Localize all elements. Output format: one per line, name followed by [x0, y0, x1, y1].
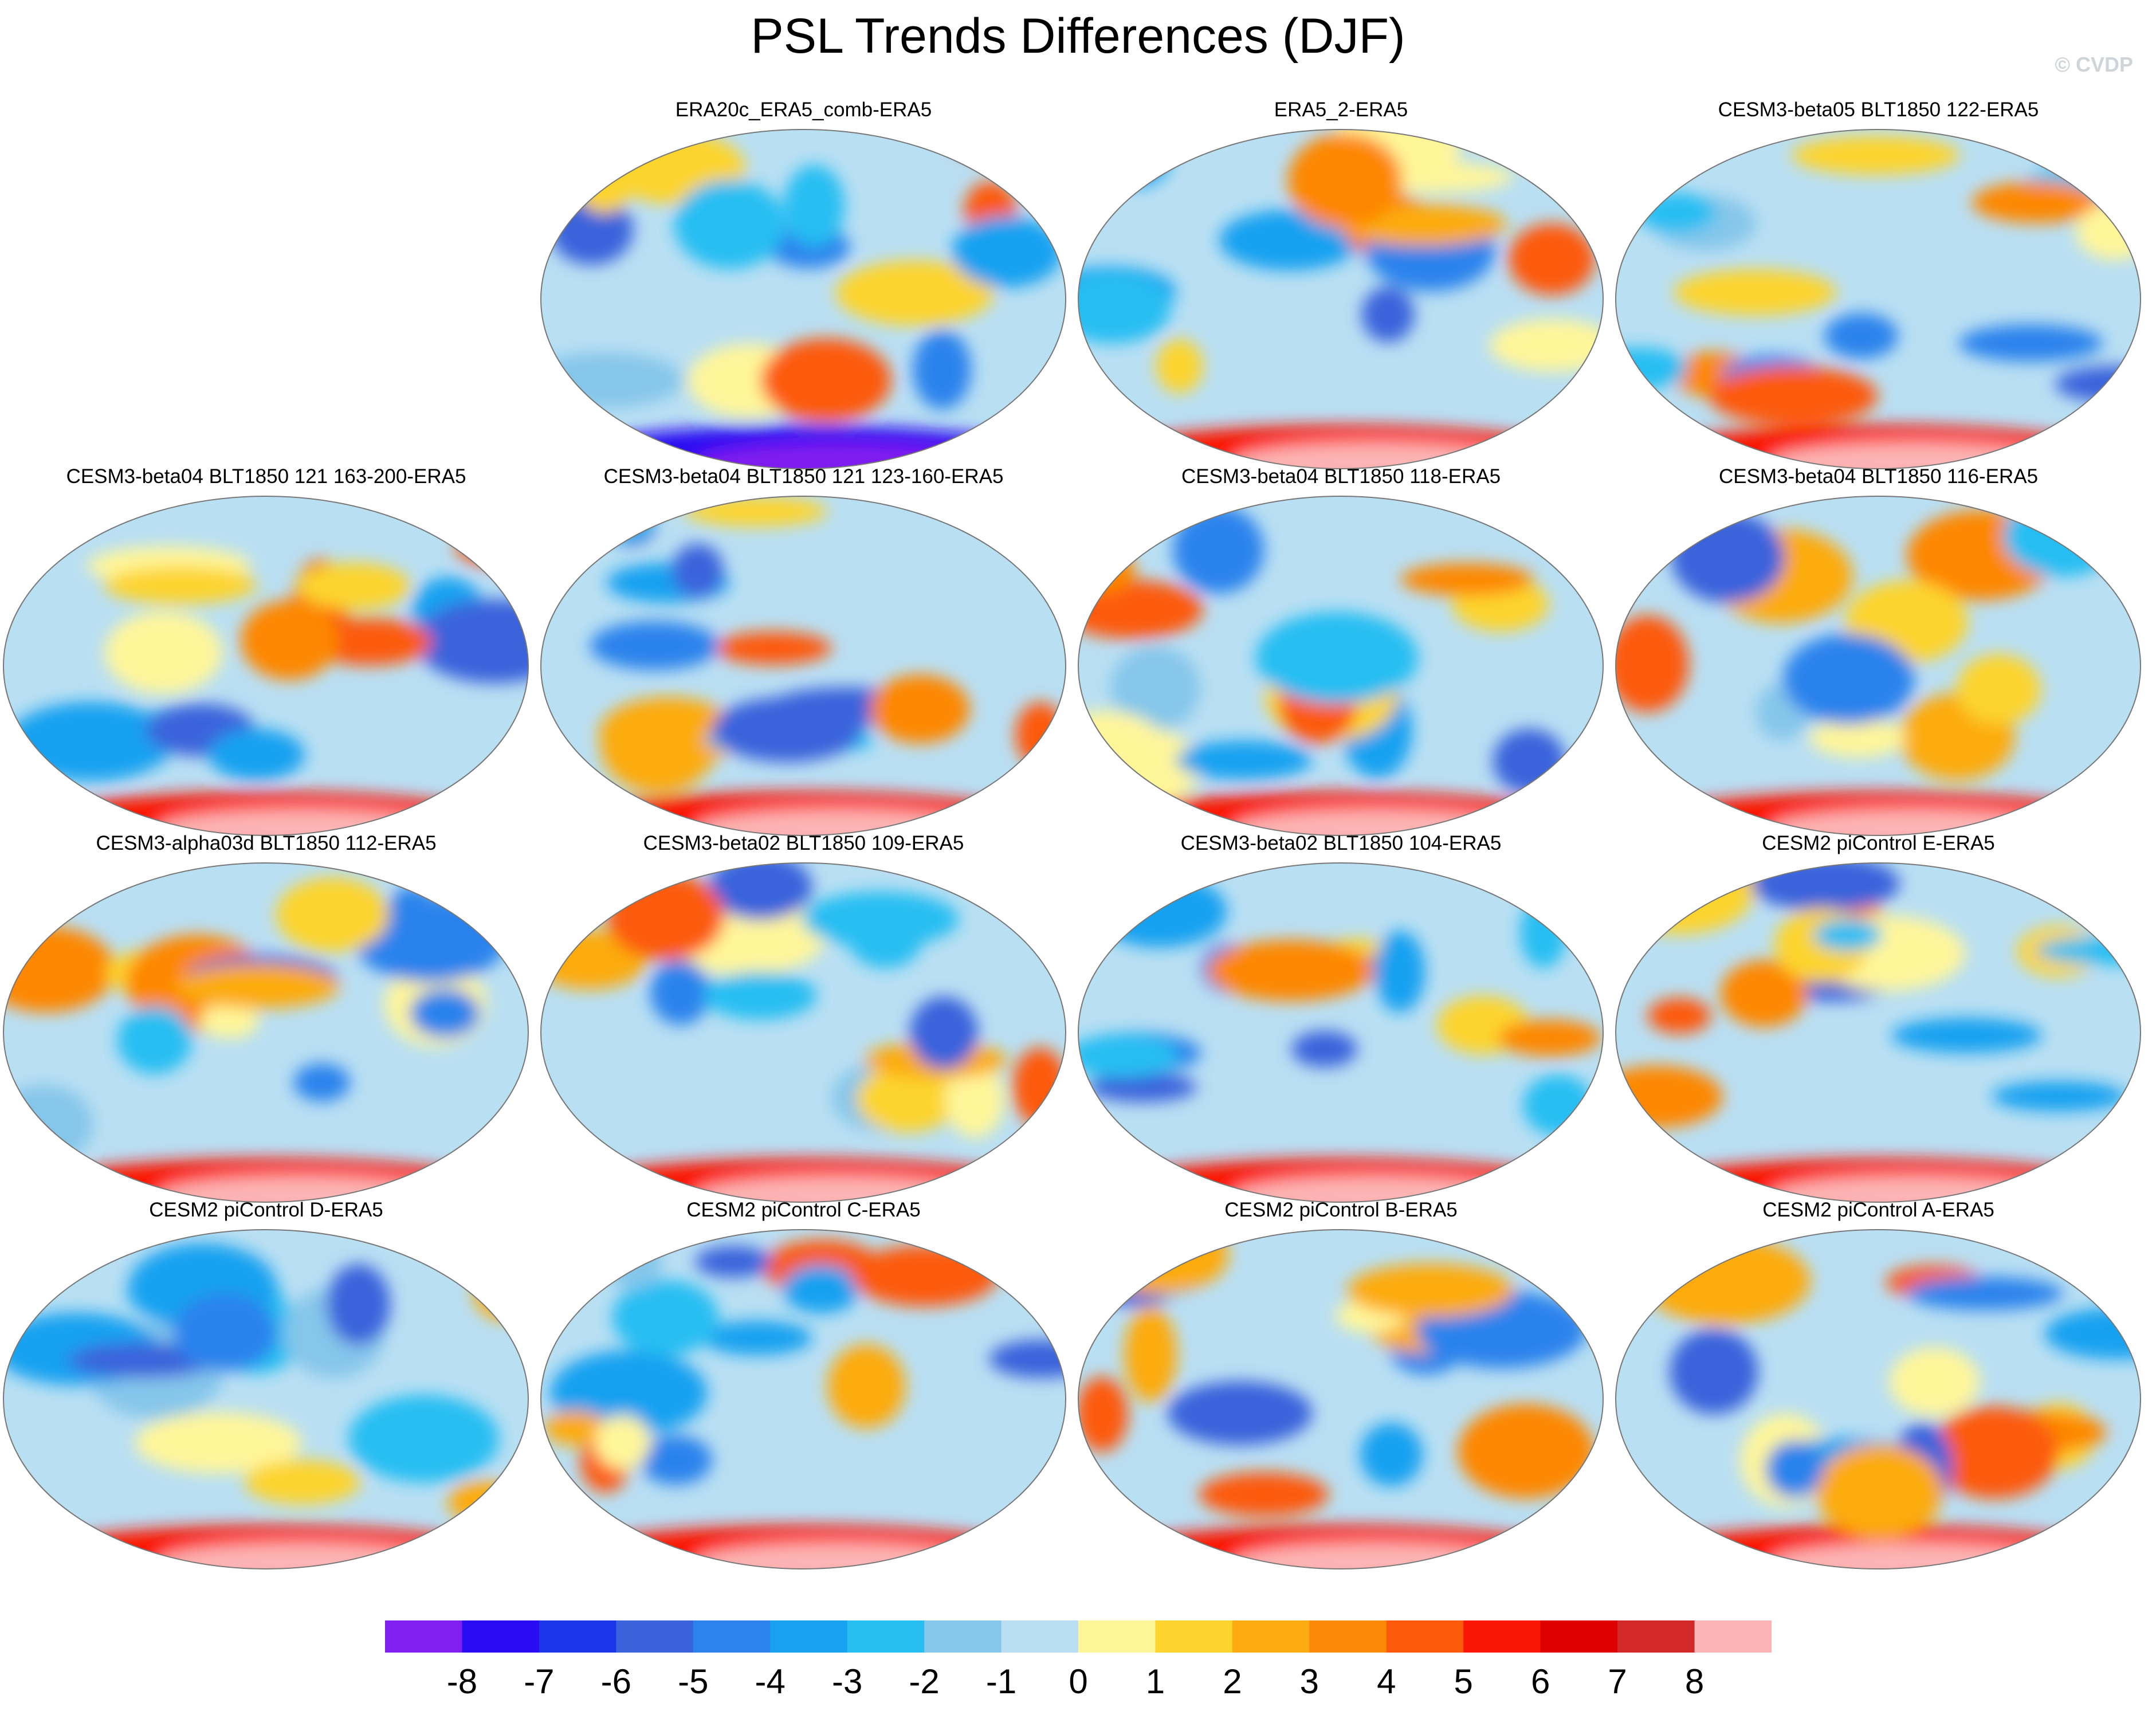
map-plot: [1615, 129, 2141, 469]
colorbar-tick-label: -5: [678, 1662, 709, 1701]
colorbar-tick-label: -8: [446, 1662, 478, 1701]
colorbar-box: [1078, 1620, 1156, 1653]
panel-title: CESM3-beta02 BLT1850 109-ERA5: [643, 832, 964, 854]
colorbar-box: [1001, 1620, 1079, 1653]
map-panel: CESM3-beta05 BLT1850 122-ERA5: [1613, 99, 2143, 477]
colorbar: [385, 1620, 1772, 1653]
colorbar-tick-label: 0: [1069, 1662, 1088, 1701]
map-plot: [540, 129, 1066, 469]
map-panel: CESM3-beta04 BLT1850 121 163-200-ERA5: [1, 465, 531, 843]
map-panel: CESM2 piControl D-ERA5: [1, 1199, 531, 1577]
panel-title: CESM3-alpha03d BLT1850 112-ERA5: [96, 832, 437, 854]
panel-title: CESM3-beta04 BLT1850 121 123-160-ERA5: [603, 465, 1004, 488]
panel-title: CESM3-beta02 BLT1850 104-ERA5: [1180, 832, 1502, 854]
panel-title: CESM2 piControl D-ERA5: [149, 1199, 383, 1221]
colorbar-tick-label: -6: [600, 1662, 632, 1701]
colorbar-tick-label: 7: [1608, 1662, 1627, 1701]
colorbar-tick-label: 6: [1530, 1662, 1550, 1701]
colorbar-tick-label: -7: [524, 1662, 555, 1701]
map-panel: ERA20c_ERA5_comb-ERA5: [539, 99, 1069, 477]
panel-title: CESM3-beta04 BLT1850 118-ERA5: [1181, 465, 1501, 488]
map-plot: [1078, 862, 1604, 1203]
colorbar-box: [1540, 1620, 1618, 1653]
colorbar-box: [924, 1620, 1002, 1653]
panel-title: ERA5_2-ERA5: [1274, 99, 1408, 121]
colorbar-tick-label: 5: [1454, 1662, 1473, 1701]
colorbar-box: [1617, 1620, 1695, 1653]
panel-title: CESM3-beta05 BLT1850 122-ERA5: [1718, 99, 2039, 121]
colorbar-box: [1155, 1620, 1233, 1653]
colorbar-box: [1694, 1620, 1772, 1653]
map-plot: [540, 1229, 1066, 1569]
colorbar-box: [385, 1620, 462, 1653]
colorbar-tick-label: -2: [909, 1662, 940, 1701]
panel-title: CESM2 piControl A-ERA5: [1762, 1199, 1994, 1221]
colorbar-box: [616, 1620, 694, 1653]
panel-title: CESM2 piControl C-ERA5: [686, 1199, 921, 1221]
map-plot: [3, 496, 529, 836]
colorbar-tick-label: -1: [985, 1662, 1017, 1701]
colorbar-box: [1463, 1620, 1541, 1653]
colorbar-tick-label: -4: [755, 1662, 786, 1701]
map-panel: ERA5_2-ERA5: [1076, 99, 1606, 477]
map-panel: CESM2 piControl E-ERA5: [1613, 832, 2143, 1210]
map-plot: [3, 862, 529, 1203]
colorbar-tick-label: 8: [1684, 1662, 1705, 1701]
map-panel: CESM2 piControl C-ERA5: [539, 1199, 1069, 1577]
map-plot: [3, 1229, 529, 1569]
map-plot: [540, 496, 1066, 836]
colorbar-box: [770, 1620, 848, 1653]
panel-title: CESM2 piControl E-ERA5: [1762, 832, 1995, 854]
colorbar-tick-label: 4: [1377, 1662, 1396, 1701]
colorbar-box: [462, 1620, 540, 1653]
map-panel: CESM3-beta04 BLT1850 116-ERA5: [1613, 465, 2143, 843]
colorbar-tick-label: -3: [831, 1662, 863, 1701]
map-plot: [1615, 496, 2141, 836]
map-plot: [540, 862, 1066, 1203]
map-plot: [1078, 1229, 1604, 1569]
colorbar-box: [1309, 1620, 1387, 1653]
map-panel: CESM3-beta02 BLT1850 109-ERA5: [539, 832, 1069, 1210]
map-panel: CESM3-beta02 BLT1850 104-ERA5: [1076, 832, 1606, 1210]
panel-title: CESM2 piControl B-ERA5: [1224, 1199, 1458, 1221]
colorbar-box: [847, 1620, 925, 1653]
colorbar-tick-label: 2: [1223, 1662, 1242, 1701]
map-panel: CESM2 piControl A-ERA5: [1613, 1199, 2143, 1577]
map-plot: [1615, 862, 2141, 1203]
colorbar-tick-label: 1: [1145, 1662, 1165, 1701]
page-title: PSL Trends Differences (DJF): [751, 9, 1405, 64]
colorbar-box: [1386, 1620, 1464, 1653]
map-panel: CESM3-beta04 BLT1850 121 123-160-ERA5: [539, 465, 1069, 843]
map-panel: CESM3-alpha03d BLT1850 112-ERA5: [1, 832, 531, 1210]
panel-title: CESM3-beta04 BLT1850 116-ERA5: [1718, 465, 2039, 488]
panel-title: CESM3-beta04 BLT1850 121 163-200-ERA5: [66, 465, 466, 488]
colorbar-tick-label: 3: [1299, 1662, 1319, 1701]
credit-watermark: © CVDP: [2055, 53, 2133, 76]
map-panel: CESM3-beta04 BLT1850 118-ERA5: [1076, 465, 1606, 843]
map-plot: [1615, 1229, 2141, 1569]
colorbar-box: [693, 1620, 771, 1653]
colorbar-box: [1232, 1620, 1310, 1653]
map-panel: CESM2 piControl B-ERA5: [1076, 1199, 1606, 1577]
panel-title: ERA20c_ERA5_comb-ERA5: [675, 99, 932, 121]
map-plot: [1078, 129, 1604, 469]
colorbar-box: [539, 1620, 616, 1653]
map-plot: [1078, 496, 1604, 836]
